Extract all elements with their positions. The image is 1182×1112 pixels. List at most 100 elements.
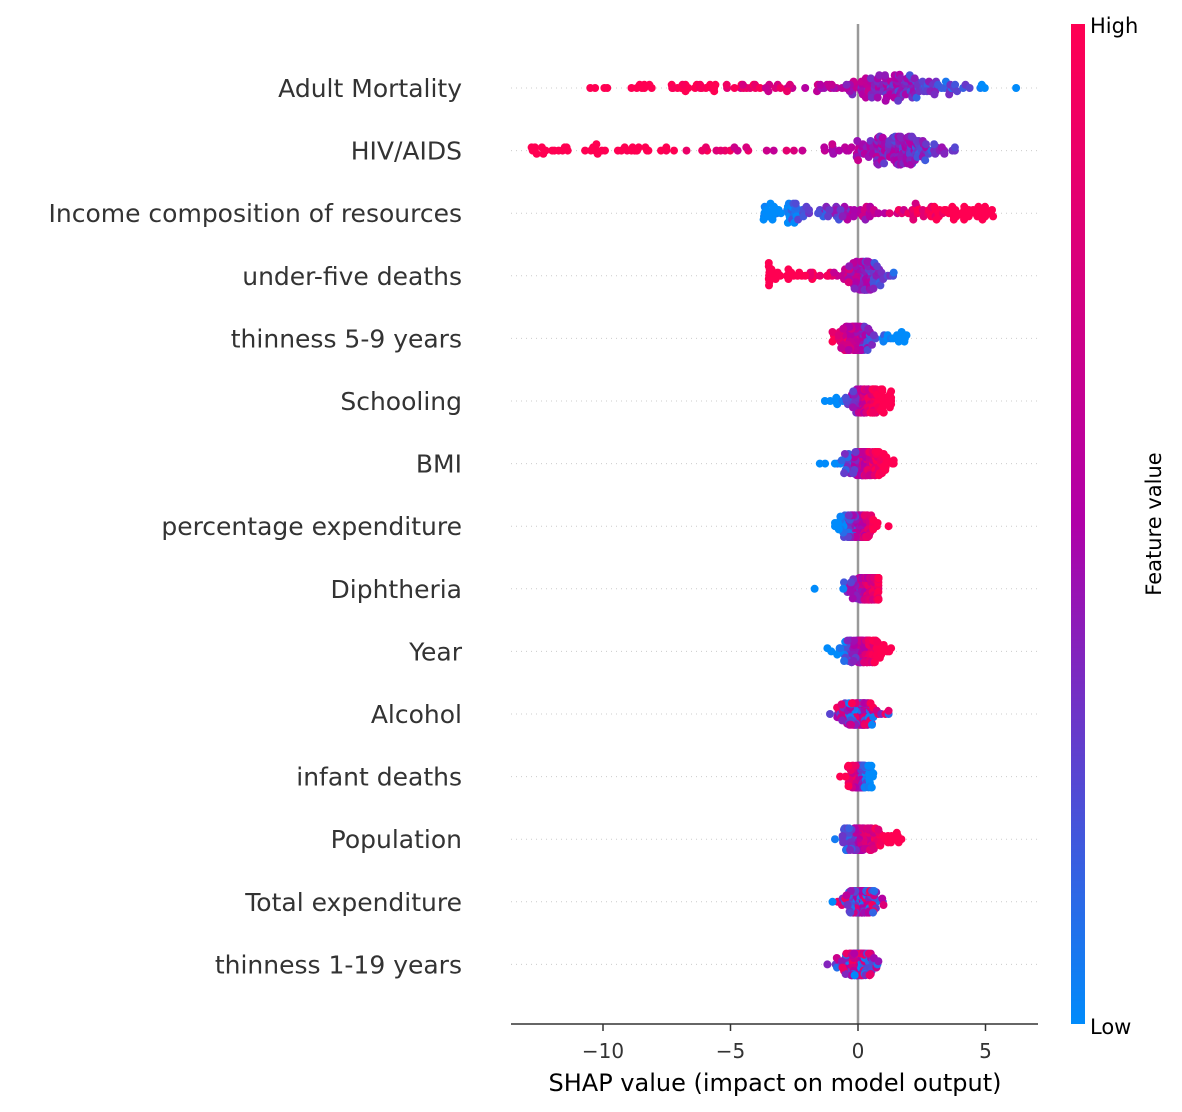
shap-point [867, 761, 876, 770]
shap-point [773, 268, 782, 277]
shap-point [875, 71, 884, 80]
shap-point [830, 268, 838, 277]
shap-point [645, 80, 654, 89]
shap-point [867, 783, 876, 792]
beeswarm-points [527, 70, 1021, 980]
shap-point [965, 84, 974, 92]
shap-point [864, 324, 873, 333]
shap-point [849, 212, 858, 221]
shap-point [820, 397, 829, 405]
shap-point [869, 331, 878, 340]
shap-point [951, 80, 960, 89]
colorbar: High Low Feature value [1071, 14, 1166, 1039]
shap-point [843, 901, 852, 909]
shap-point [532, 149, 541, 158]
shap-point [869, 408, 878, 417]
shap-point [767, 265, 776, 274]
shap-point [877, 268, 886, 277]
x-axis: −10 −5 0 5 [511, 1023, 1038, 1063]
shap-point [828, 140, 837, 149]
shap-point [873, 448, 882, 456]
shap-point [662, 143, 671, 152]
shap-point [550, 146, 559, 155]
shap-point [881, 466, 890, 474]
shap-point [854, 156, 863, 165]
shap-point [764, 212, 773, 221]
shap-point [581, 146, 590, 155]
shap-point [831, 519, 839, 527]
shap-point [849, 469, 858, 478]
shap-point [823, 644, 832, 653]
feature-label: Schooling [340, 387, 462, 416]
shap-point [873, 262, 881, 271]
shap-point [637, 84, 646, 92]
shap-point [836, 644, 845, 653]
shap-point [730, 84, 739, 92]
shap-point [885, 403, 894, 412]
feature-label: Year [408, 637, 463, 666]
shap-point [874, 209, 883, 218]
shap-point [879, 901, 888, 909]
shap-point [869, 284, 878, 293]
shap-point [873, 519, 882, 527]
feature-label: Population [331, 825, 462, 854]
shap-point [823, 271, 832, 280]
shap-point [810, 584, 819, 593]
shap-point [842, 80, 851, 89]
shap-point [850, 636, 858, 645]
shap-point [840, 450, 849, 458]
shap-point [889, 456, 898, 465]
shap-point [627, 84, 636, 92]
feature-label: BMI [416, 450, 462, 479]
shap-point [941, 206, 950, 214]
feature-label: Adult Mortality [278, 74, 462, 103]
shap-point [586, 84, 595, 92]
shap-point [850, 971, 859, 980]
feature-label: Income composition of resources [48, 199, 462, 228]
shap-point [839, 324, 848, 333]
shap-point [844, 782, 853, 791]
shap-point [785, 80, 794, 89]
shap-point [981, 202, 989, 211]
shap-point [791, 199, 800, 208]
shap-point [884, 522, 893, 531]
shap-point [830, 459, 839, 468]
shap-point [843, 636, 852, 645]
shap-point [848, 403, 857, 412]
shap-point [837, 344, 846, 352]
feature-labels: Adult Mortality HIV/AIDS Income compositio… [48, 74, 462, 979]
x-tick-label: 0 [852, 1039, 865, 1063]
shap-point [848, 594, 857, 603]
shap-point [881, 96, 890, 105]
shap-point [881, 71, 889, 80]
shap-point [765, 281, 773, 290]
shap-point [850, 206, 859, 214]
shap-point [826, 710, 834, 718]
shap-point [937, 143, 946, 152]
shap-point [840, 578, 848, 587]
shap-point [682, 146, 691, 155]
shap-point [836, 206, 845, 214]
shap-point [537, 143, 546, 152]
shap-point [670, 146, 678, 155]
shap-point [930, 90, 939, 99]
shap-point [814, 209, 823, 218]
shap-point [847, 699, 856, 708]
shap-point [880, 159, 889, 168]
shap-point [846, 908, 855, 917]
shap-point [860, 658, 869, 667]
shap-point [844, 278, 853, 287]
shap-point [878, 385, 887, 394]
shap-point [798, 146, 807, 155]
shap-point [801, 84, 810, 92]
shap-point [844, 511, 853, 520]
shap-point [783, 87, 791, 96]
x-tick-label: −10 [582, 1039, 624, 1063]
shap-point [849, 387, 858, 396]
feature-label: thinness 5-9 years [231, 324, 462, 353]
shap-point [874, 957, 883, 966]
shap-point [841, 393, 850, 402]
shap-point [836, 772, 845, 781]
shap-point [989, 212, 998, 221]
shap-point [776, 84, 785, 92]
